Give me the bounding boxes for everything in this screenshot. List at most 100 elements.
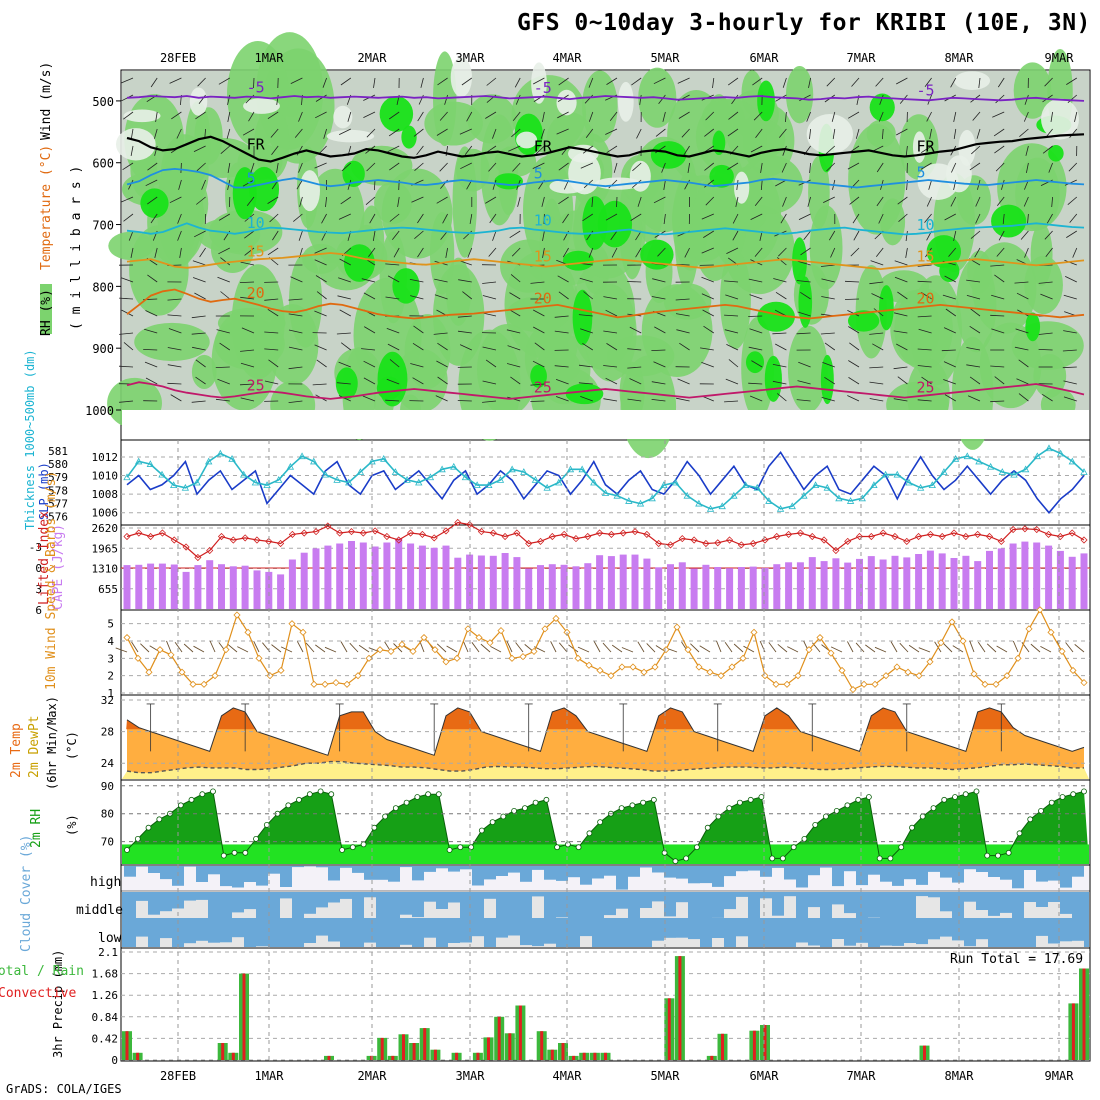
wind-barb	[171, 111, 182, 120]
wind-speed-marker	[860, 680, 868, 688]
cloud-middle-gap	[604, 915, 616, 918]
cloud-high-bar	[208, 866, 220, 875]
wind-speed-marker	[783, 680, 791, 688]
wind-barb	[969, 376, 981, 385]
rh-contour-fill	[738, 155, 803, 215]
cloud-low-gap	[316, 935, 328, 947]
thickness-marker	[555, 478, 563, 486]
wind-barb	[288, 400, 303, 403]
wind-barb	[651, 381, 666, 385]
wind-barb	[611, 247, 618, 258]
wind-barb	[192, 260, 206, 266]
contour-label: 5	[247, 169, 256, 187]
cape-tick-label: 1965	[92, 542, 119, 555]
cloud-low-gap	[136, 936, 148, 947]
wind-barb	[1018, 393, 1029, 402]
cloud-middle-gap	[448, 902, 460, 918]
li-marker	[442, 527, 450, 535]
cape-bar	[135, 564, 143, 609]
cloud-high-bar	[772, 866, 784, 868]
wind-barb	[414, 162, 424, 172]
wind-barb	[180, 162, 182, 174]
wind-barb	[268, 359, 279, 368]
wind-speed-marker	[1080, 679, 1088, 687]
cape-bar	[749, 566, 757, 609]
li-marker	[761, 536, 769, 544]
cloud-high-bar	[1072, 866, 1084, 877]
rh2m-marker	[941, 796, 948, 803]
cloud-high-bar	[904, 866, 916, 880]
wind-speed-marker	[277, 666, 285, 675]
surface-wind-barb	[918, 647, 931, 653]
wind-barb	[389, 213, 400, 222]
wind-barb	[240, 296, 255, 300]
wind-barb	[847, 111, 860, 119]
rh-contour-high	[582, 196, 608, 250]
thickness-marker	[986, 462, 995, 470]
precip-convective-bar	[561, 1043, 565, 1060]
wind-barb	[897, 291, 908, 300]
wind-barb	[878, 111, 884, 122]
cape-bar	[1009, 543, 1017, 609]
li-marker	[915, 532, 923, 541]
wind-speed-marker	[244, 628, 252, 636]
wind-barb	[387, 275, 400, 283]
cape-bar	[348, 541, 355, 609]
rh2m-marker	[726, 805, 733, 811]
li-marker	[1033, 525, 1041, 534]
li-marker	[879, 529, 887, 537]
wind-speed-marker	[717, 672, 725, 680]
rh2m-marker	[220, 852, 227, 859]
wind-barb	[314, 344, 327, 351]
precip-convective-bar	[721, 1033, 724, 1060]
wind-barb	[724, 280, 739, 283]
cape-bar	[938, 553, 946, 609]
cloud-high-bar	[256, 866, 268, 886]
wind-barb	[298, 111, 303, 122]
wind-barb	[830, 247, 836, 258]
cloud-low-gap	[856, 942, 868, 947]
wind-barb	[920, 145, 932, 154]
rh2m-marker	[328, 791, 335, 798]
li-marker	[359, 529, 367, 537]
wind-barb	[1050, 111, 1053, 122]
wind-barb	[701, 247, 714, 254]
wind-barb	[724, 314, 739, 317]
wind-barb	[366, 128, 376, 138]
li-marker	[666, 541, 675, 549]
cloud-high-bar	[292, 866, 304, 868]
temp-tick-label: 32	[101, 694, 114, 707]
wind-barb	[875, 77, 884, 87]
contour-label: 15	[247, 242, 265, 260]
cape-bar	[1056, 550, 1064, 609]
wind-speed-marker	[1036, 606, 1044, 614]
wind-barb	[778, 128, 787, 138]
li-marker	[619, 529, 627, 537]
rh2m-marker	[876, 855, 883, 862]
wind-barb	[950, 77, 957, 88]
rh-contour-fill	[429, 212, 455, 295]
rh2m-base-fill	[122, 844, 1089, 864]
cloud-high-bar	[460, 866, 472, 870]
wind-barb	[588, 77, 594, 88]
wind-barb	[584, 94, 594, 104]
wind-barb	[467, 247, 473, 258]
cloud-high-bar	[844, 866, 856, 872]
cape-bar	[147, 563, 155, 609]
wind-barb	[703, 325, 715, 334]
wind-barb	[512, 162, 521, 172]
precip-convective-bar	[550, 1049, 554, 1060]
li-marker	[525, 539, 533, 548]
wind-barb	[1014, 346, 1029, 351]
wind-barb	[735, 196, 739, 207]
rh2m-marker	[962, 791, 969, 798]
wind-barb	[782, 77, 787, 88]
wind-barb	[147, 196, 158, 205]
wind-barb	[276, 162, 279, 173]
wind-speed-marker	[673, 623, 681, 631]
wind-barb	[777, 393, 787, 402]
wind-barb	[397, 196, 400, 207]
rh-legend-swatch	[40, 284, 52, 334]
cape-bar	[430, 547, 438, 609]
